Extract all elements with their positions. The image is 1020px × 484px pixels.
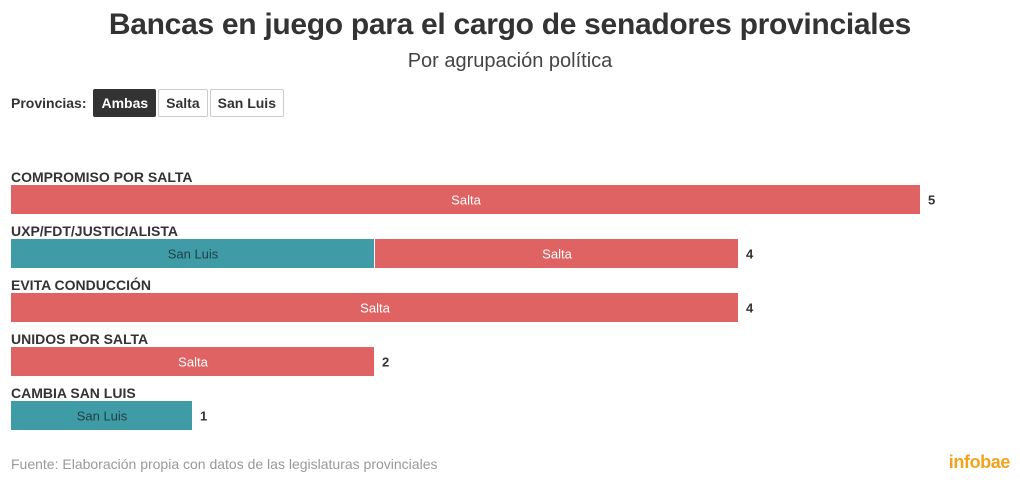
category-label-cambia-san-luis: CAMBIA SAN LUIS bbox=[11, 385, 136, 401]
bar-label-salta-compromiso-por-salta: Salta bbox=[451, 193, 481, 208]
filter-button-salta[interactable]: Salta bbox=[158, 89, 208, 117]
category-label-evita-conduccion: EVITA CONDUCCIÓN bbox=[11, 276, 151, 293]
bar-salta-evita-conduccion bbox=[11, 293, 738, 322]
bar-salta-uxp-fdt-justicialista bbox=[375, 239, 738, 268]
filter-button-san-luis[interactable]: San Luis bbox=[209, 89, 284, 117]
total-label-uxp-fdt-justicialista: 4 bbox=[746, 247, 754, 262]
bar-san-luis-uxp-fdt-justicialista bbox=[11, 239, 374, 268]
total-label-cambia-san-luis: 1 bbox=[200, 409, 207, 424]
total-label-compromiso-por-salta: 5 bbox=[928, 193, 935, 208]
bar-salta-unidos-por-salta bbox=[11, 347, 374, 376]
bar-salta-compromiso-por-salta bbox=[11, 185, 920, 214]
bar-label-salta-uxp-fdt-justicialista: Salta bbox=[542, 247, 572, 262]
category-label-compromiso-por-salta: COMPROMISO POR SALTA bbox=[11, 169, 192, 185]
brand-logo: infobae bbox=[948, 452, 1011, 472]
filter-button-ambas[interactable]: Ambas bbox=[93, 89, 157, 117]
total-label-evita-conduccion: 4 bbox=[746, 301, 754, 316]
bar-label-san-luis-cambia-san-luis: San Luis bbox=[77, 409, 128, 424]
bar-san-luis-cambia-san-luis bbox=[11, 401, 192, 430]
chart-subtitle: Por agrupación política bbox=[407, 50, 613, 72]
province-filter: Provincias: Ambas Salta San Luis bbox=[11, 89, 286, 117]
bar-chart: COMPROMISO POR SALTA Salta 5 UXP/FDT/JUSTIC… bbox=[11, 169, 935, 430]
bar-label-salta-unidos-por-salta: Salta bbox=[178, 355, 208, 370]
category-label-unidos-por-salta: UNIDOS POR SALTA bbox=[11, 331, 148, 347]
filter-label: Provincias: bbox=[11, 95, 87, 111]
bar-label-san-luis-uxp-fdt-justicialista: San Luis bbox=[168, 247, 219, 262]
bar-label-salta-evita-conduccion: Salta bbox=[360, 301, 390, 316]
source-note: Fuente: Elaboración propia con datos de … bbox=[11, 456, 438, 472]
total-label-unidos-por-salta: 2 bbox=[382, 355, 389, 370]
chart-title: Bancas en juego para el cargo de senador… bbox=[108, 8, 912, 41]
category-label-uxp-fdt-justicialista: UXP/FDT/JUSTICIALISTA bbox=[11, 223, 178, 239]
